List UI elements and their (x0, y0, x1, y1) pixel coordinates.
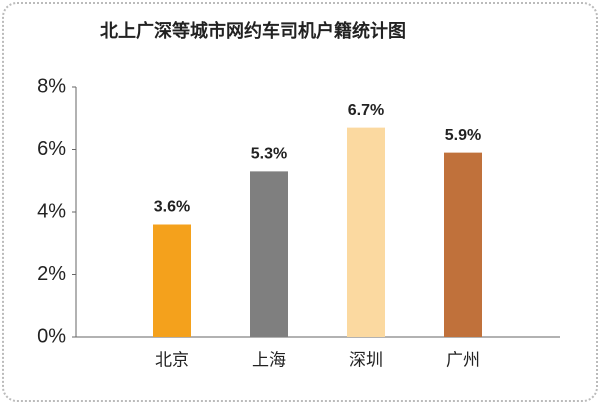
y-tick-label: 6% (37, 138, 66, 160)
data-label: 6.7% (348, 102, 384, 119)
bar (250, 171, 288, 337)
y-tick-label: 4% (37, 200, 66, 222)
y-tick-label: 0% (37, 325, 66, 347)
chart-title: 北上广深等城市网约车司机户籍统计图 (100, 20, 406, 41)
x-tick-label: 北京 (155, 350, 189, 369)
x-tick-label: 广州 (446, 350, 480, 369)
y-tick-label: 8% (37, 75, 66, 97)
x-tick-label: 上海 (252, 350, 286, 369)
data-label: 3.6% (154, 199, 190, 216)
bar (153, 224, 191, 337)
x-tick-label: 深圳 (349, 350, 383, 369)
data-label: 5.9% (445, 127, 481, 144)
bar (444, 152, 482, 337)
y-tick-label: 2% (37, 263, 66, 285)
data-label: 5.3% (251, 146, 287, 163)
bar (347, 127, 385, 337)
